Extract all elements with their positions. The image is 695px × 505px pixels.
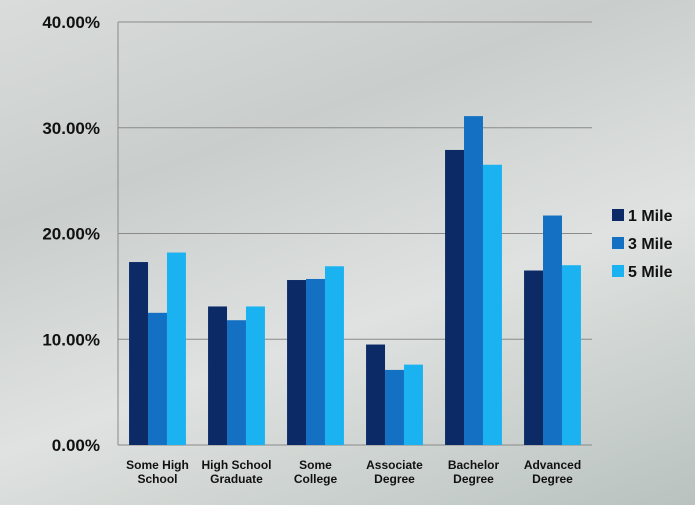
x-tick-label: Associate Degree xyxy=(366,458,423,486)
bar xyxy=(227,320,246,445)
x-tick-label: Advanced Degree xyxy=(523,458,582,486)
bar xyxy=(464,116,483,446)
bar xyxy=(287,280,307,445)
x-tick-label: Bachelor Degree xyxy=(447,458,500,486)
legend-label: 3 Mile xyxy=(628,236,673,253)
legend-label: 5 Mile xyxy=(628,264,673,281)
y-tick-label: 30.00% xyxy=(42,119,100,138)
bar xyxy=(324,266,344,445)
bar xyxy=(482,164,502,445)
y-tick-label: 0.00% xyxy=(52,436,100,455)
bar xyxy=(561,265,581,445)
bar xyxy=(366,344,386,445)
x-tick-label: Some High School xyxy=(126,458,189,486)
bar xyxy=(524,270,544,445)
bar xyxy=(245,306,265,445)
y-tick-label: 20.00% xyxy=(42,225,100,244)
x-tick-label: High School Graduate xyxy=(201,458,272,486)
bar xyxy=(148,312,167,445)
legend-label: 1 Mile xyxy=(628,208,673,225)
y-tick-label: 40.00% xyxy=(42,13,100,32)
y-tick-label: 10.00% xyxy=(42,330,100,349)
bar xyxy=(385,369,404,445)
bar xyxy=(445,149,465,445)
legend-swatch xyxy=(612,209,624,221)
x-tick-label: Some College xyxy=(293,458,338,486)
bar xyxy=(543,215,562,445)
bar xyxy=(403,364,423,445)
bar xyxy=(166,252,186,445)
bar xyxy=(306,278,325,445)
legend-swatch xyxy=(612,237,624,249)
bar xyxy=(129,262,149,445)
legend-swatch xyxy=(612,265,624,277)
bar xyxy=(208,306,228,445)
